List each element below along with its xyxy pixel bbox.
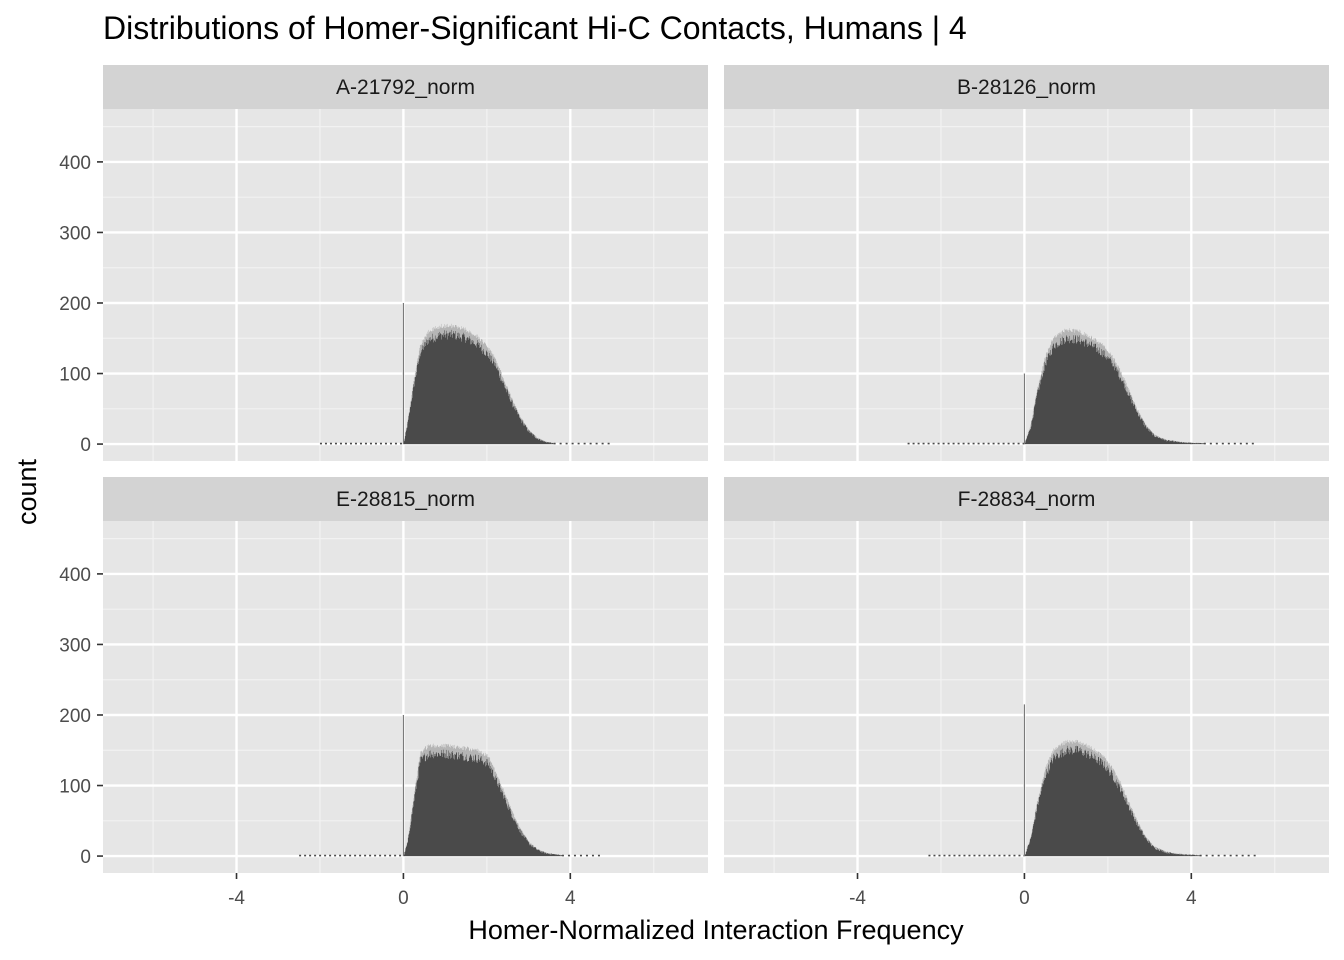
facet-strip bbox=[724, 477, 1329, 521]
facet-panel: A-21792_norm 0 100 200 300 400 bbox=[59, 65, 708, 461]
histogram-bars-main bbox=[403, 329, 554, 445]
y-axis-tick-label: 100 bbox=[59, 365, 91, 386]
histogram-bars-main bbox=[1024, 335, 1205, 445]
facet-panels: A-21792_norm0100200300400B-28126_normE-2… bbox=[59, 65, 1329, 909]
y-axis-tick-label: 0 bbox=[80, 847, 91, 868]
y-axis-tick-label: 400 bbox=[59, 565, 91, 586]
x-axis-tick-label: 0 bbox=[1019, 888, 1030, 909]
x-axis-tick-label: -4 bbox=[228, 888, 245, 909]
y-axis-tick-label: 300 bbox=[59, 223, 91, 244]
y-axis-title: count bbox=[12, 458, 42, 525]
facet-strip-label: B-28126_norm bbox=[957, 76, 1096, 99]
facet-strip bbox=[724, 65, 1329, 109]
y-axis-tick-label: 0 bbox=[80, 435, 91, 456]
panel-background bbox=[103, 109, 708, 461]
x-axis-title: Homer-Normalized Interaction Frequency bbox=[468, 915, 964, 945]
facet-panel: F-28834_norm -4 0 4 bbox=[724, 477, 1329, 909]
facet-strip bbox=[103, 477, 708, 521]
facet-strip bbox=[103, 65, 708, 109]
histogram-bars bbox=[403, 743, 563, 857]
histogram-bars bbox=[403, 323, 554, 445]
y-axis-tick-label: 300 bbox=[59, 635, 91, 656]
y-axis-tick-label: 400 bbox=[59, 153, 91, 174]
y-axis-tick-label: 200 bbox=[59, 706, 91, 727]
x-axis-tick-label: 4 bbox=[565, 888, 576, 909]
y-axis-tick-label: 200 bbox=[59, 294, 91, 315]
y-axis-tick-label: 100 bbox=[59, 777, 91, 798]
histogram-bars-main bbox=[1024, 745, 1201, 857]
chart-title: Distributions of Homer-Significant Hi-C … bbox=[103, 10, 967, 46]
panel-background bbox=[103, 521, 708, 873]
x-axis-tick-label: -4 bbox=[849, 888, 866, 909]
x-axis-tick-label: 0 bbox=[398, 888, 409, 909]
histogram-bars bbox=[1024, 328, 1205, 445]
facet-strip-label: E-28815_norm bbox=[336, 488, 475, 511]
facet-strip-label: F-28834_norm bbox=[958, 488, 1096, 511]
facet-strip-label: A-21792_norm bbox=[336, 76, 475, 99]
facet-panel: E-28815_norm 0 100 200 300 400 -4 0 4 bbox=[59, 477, 708, 909]
panel-background bbox=[724, 521, 1329, 873]
histogram-bars bbox=[1024, 739, 1201, 857]
histogram-bars-main bbox=[403, 749, 563, 857]
facet-panel: B-28126_norm bbox=[724, 65, 1329, 461]
panel-background bbox=[724, 109, 1329, 461]
x-axis-tick-label: 4 bbox=[1186, 888, 1197, 909]
